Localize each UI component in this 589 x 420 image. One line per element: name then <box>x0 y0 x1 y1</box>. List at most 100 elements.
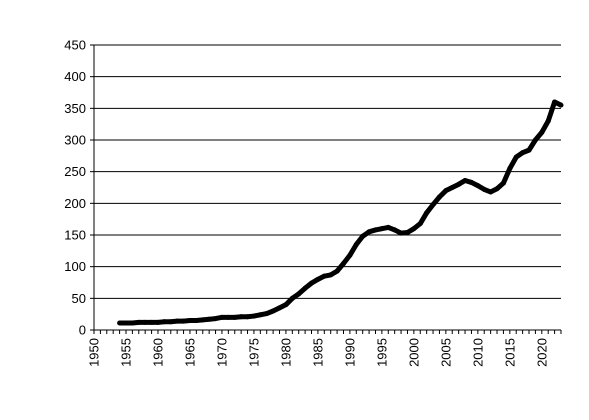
x-tick-label: 1955 <box>118 338 133 367</box>
x-tick-label: 2020 <box>534 338 549 367</box>
data-point <box>270 308 276 314</box>
x-tick-labels: 1950 1955 1960 1965 1970 1975 1980 1985 1990 1995… <box>87 338 550 367</box>
data-point <box>443 188 449 194</box>
data-point <box>481 186 487 192</box>
data-point <box>149 319 155 325</box>
data-point <box>513 154 519 160</box>
data-point <box>193 318 199 323</box>
data-point <box>321 273 327 279</box>
data-point <box>264 311 270 317</box>
data-point <box>245 314 251 320</box>
data-point <box>129 320 135 326</box>
data-point <box>404 229 410 235</box>
data-point <box>417 221 423 227</box>
data-point <box>296 291 302 297</box>
data-point <box>347 252 353 258</box>
data-point <box>200 317 206 323</box>
data-point <box>392 227 398 233</box>
data-point <box>526 147 532 153</box>
y-tick-label: 300 <box>64 133 86 148</box>
data-point <box>174 318 180 324</box>
data-point <box>545 118 551 124</box>
gridlines <box>94 44 561 299</box>
x-tick-label: 1985 <box>310 338 325 367</box>
data-point <box>142 319 148 325</box>
y-tick-label: 50 <box>72 291 86 306</box>
data-point <box>366 229 372 235</box>
data-point <box>168 319 174 325</box>
data-point <box>181 318 187 324</box>
series-line <box>119 99 563 326</box>
x-tick-label: 2015 <box>502 338 517 367</box>
y-tick-label: 400 <box>64 69 86 84</box>
x-tick-label: 1990 <box>342 338 357 367</box>
x-tick-label: 1965 <box>182 338 197 367</box>
data-point <box>219 314 225 320</box>
data-point <box>315 276 321 282</box>
data-point <box>507 166 513 171</box>
data-point <box>257 312 263 318</box>
data-point <box>436 194 442 200</box>
data-point <box>353 242 359 247</box>
data-point <box>334 268 340 274</box>
data-point <box>411 226 417 232</box>
data-point <box>277 305 283 311</box>
data-point <box>552 99 558 105</box>
x-tick-label: 1980 <box>278 338 293 367</box>
y-tick-label: 350 <box>64 101 86 116</box>
data-point <box>488 189 494 195</box>
data-point <box>289 295 295 301</box>
data-point <box>309 280 315 286</box>
data-point <box>462 178 468 184</box>
data-point <box>155 319 161 325</box>
data-point <box>213 316 219 322</box>
x-tick-label: 1950 <box>87 338 102 367</box>
data-point <box>520 150 526 156</box>
data-point <box>206 316 212 322</box>
data-point <box>379 226 385 232</box>
data-point <box>532 137 538 143</box>
data-point <box>494 186 500 192</box>
data-point <box>328 272 334 278</box>
data-point <box>430 202 436 208</box>
data-point <box>372 227 378 233</box>
data-point <box>283 302 289 308</box>
x-tick-label: 1975 <box>246 338 261 367</box>
data-point <box>225 314 231 320</box>
x-tick-label: 1970 <box>214 338 229 367</box>
y-tick-label: 450 <box>64 38 86 53</box>
y-tick-label: 150 <box>64 228 86 243</box>
y-tick-label: 250 <box>64 164 86 179</box>
data-point <box>456 181 462 187</box>
data-point <box>340 261 346 266</box>
data-point <box>136 319 142 325</box>
x-tick-label: 1995 <box>374 338 389 367</box>
x-tick-label: 2000 <box>406 338 421 367</box>
y-tick-label: 100 <box>64 259 86 274</box>
data-point <box>398 230 404 236</box>
x-tick-label: 1960 <box>150 338 165 367</box>
data-point <box>187 318 193 323</box>
data-point <box>117 320 123 326</box>
y-tick-label: 0 <box>79 323 86 338</box>
data-point <box>539 129 545 135</box>
data-point <box>251 313 257 319</box>
series <box>117 99 564 326</box>
data-point <box>424 210 430 216</box>
y-tick-labels: 0 50 100 150 200 250 300 350 400 450 <box>64 38 86 338</box>
data-point <box>475 183 481 189</box>
axes <box>90 44 562 334</box>
data-point <box>500 180 506 186</box>
data-point <box>161 319 167 325</box>
data-point <box>360 233 366 239</box>
data-point <box>449 185 455 190</box>
data-point <box>302 285 308 291</box>
y-tick-label: 200 <box>64 196 86 211</box>
data-point <box>238 314 244 320</box>
data-point <box>123 320 129 326</box>
x-tick-label: 2010 <box>470 338 485 367</box>
x-tick-label: 2005 <box>438 338 453 367</box>
data-point <box>232 314 238 320</box>
